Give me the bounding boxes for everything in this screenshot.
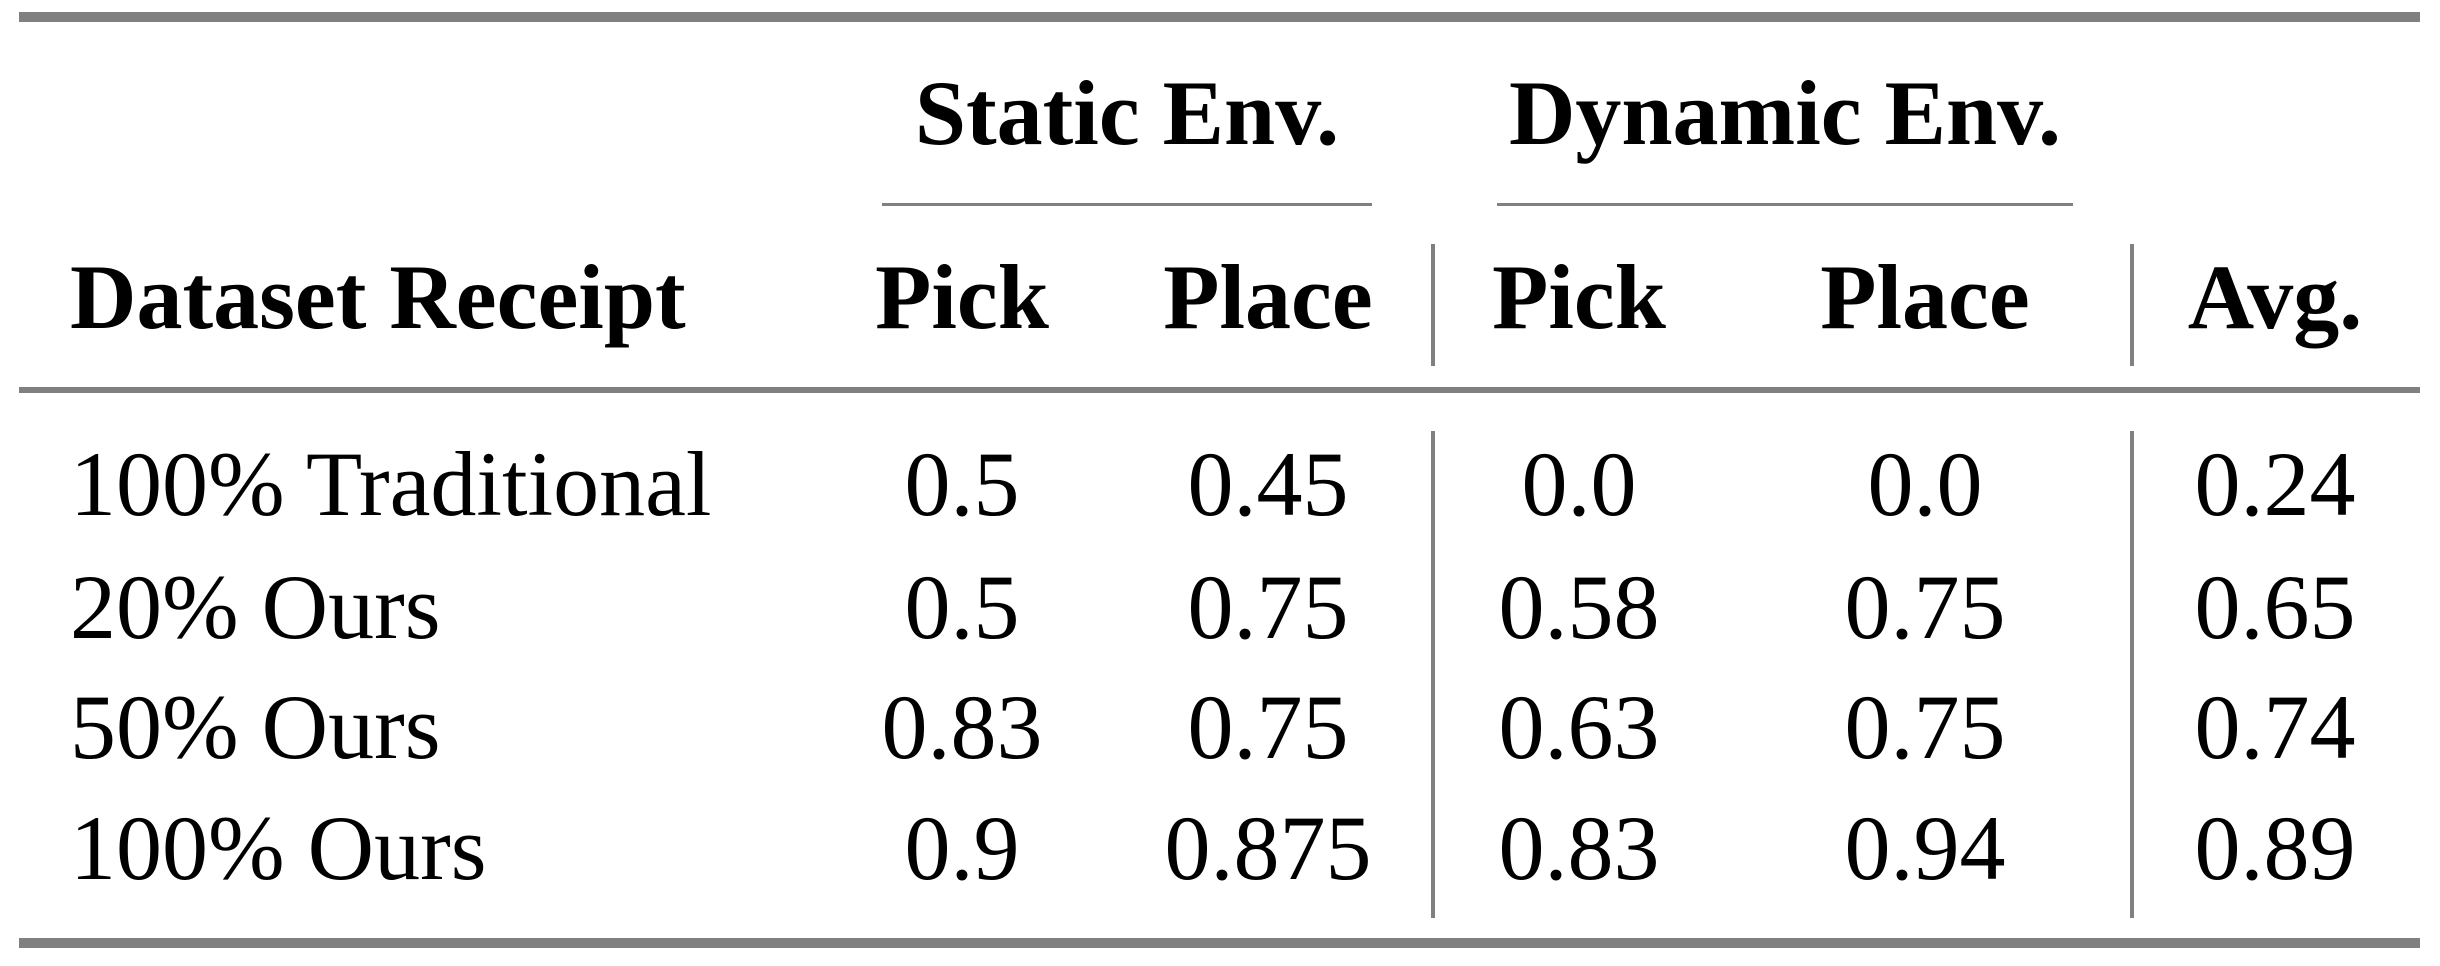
column-header-static-pick: Pick — [875, 246, 1049, 348]
cell-dynamic-place: 0.75 — [1844, 676, 2006, 778]
cell-static-place: 0.875 — [1164, 797, 1372, 899]
cell-dynamic-pick: 0.83 — [1498, 797, 1660, 899]
column-header-dynamic-place: Place — [1820, 246, 2030, 348]
cell-avg: 0.89 — [2194, 797, 2356, 899]
header-divider-2 — [2130, 244, 2134, 366]
body-divider-2 — [2130, 431, 2134, 918]
cell-avg: 0.24 — [2194, 433, 2356, 535]
cell-avg: 0.74 — [2194, 676, 2356, 778]
header-divider-1 — [1431, 244, 1435, 366]
cell-dataset: 100% Traditional — [70, 433, 712, 535]
cell-static-pick: 0.9 — [904, 797, 1020, 899]
column-header-dynamic-pick: Pick — [1492, 246, 1666, 348]
cell-dataset: 50% Ours — [70, 676, 441, 778]
cell-static-pick: 0.5 — [904, 433, 1020, 535]
cell-dynamic-pick: 0.58 — [1498, 556, 1660, 658]
group-header-dynamic: Dynamic Env. — [1508, 62, 2062, 164]
cell-dynamic-place: 0.94 — [1844, 797, 2006, 899]
cell-dataset: 100% Ours — [70, 797, 487, 899]
column-header-static-place: Place — [1163, 246, 1373, 348]
cell-dynamic-pick: 0.63 — [1498, 676, 1660, 778]
cell-static-place: 0.75 — [1187, 556, 1349, 658]
body-divider-1 — [1431, 431, 1435, 918]
static-cmidrule — [882, 203, 1372, 206]
cell-dynamic-pick: 0.0 — [1521, 433, 1637, 535]
dynamic-cmidrule — [1497, 203, 2073, 206]
top-rule — [19, 12, 2420, 22]
column-header-dataset: Dataset Receipt — [70, 246, 686, 348]
cell-dynamic-place: 0.0 — [1867, 433, 1983, 535]
cell-avg: 0.65 — [2194, 556, 2356, 658]
group-header-static: Static Env. — [914, 62, 1340, 164]
cell-static-place: 0.45 — [1187, 433, 1349, 535]
cell-static-pick: 0.83 — [881, 676, 1043, 778]
mid-rule — [19, 387, 2420, 393]
column-header-avg: Avg. — [2187, 246, 2363, 348]
cell-static-place: 0.75 — [1187, 676, 1349, 778]
cell-dynamic-place: 0.75 — [1844, 556, 2006, 658]
cell-dataset: 20% Ours — [70, 556, 441, 658]
bottom-rule — [19, 938, 2420, 948]
cell-static-pick: 0.5 — [904, 556, 1020, 658]
